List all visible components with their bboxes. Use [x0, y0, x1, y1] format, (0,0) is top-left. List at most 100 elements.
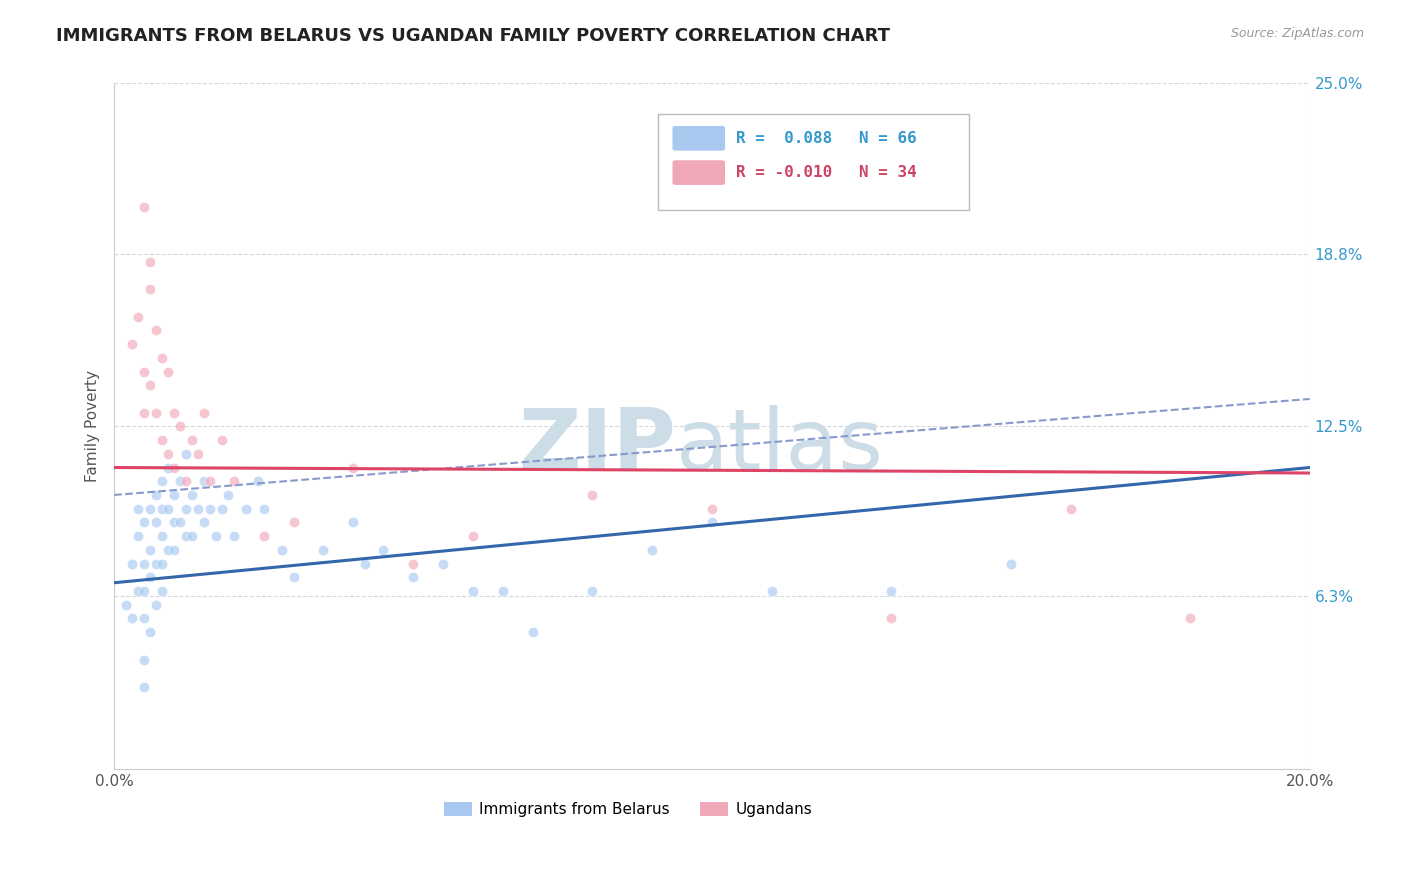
Point	[121, 611, 143, 625]
Point	[132, 200, 155, 214]
Point	[156, 501, 179, 516]
Point	[127, 310, 149, 324]
Legend: Immigrants from Belarus, Ugandans: Immigrants from Belarus, Ugandans	[439, 796, 818, 823]
Point	[132, 611, 155, 625]
Point	[461, 529, 484, 543]
Point	[342, 516, 364, 530]
Point	[150, 584, 173, 599]
Point	[145, 557, 167, 571]
Point	[132, 516, 155, 530]
Point	[198, 475, 221, 489]
Point	[150, 529, 173, 543]
Text: N = 34: N = 34	[859, 165, 917, 180]
FancyBboxPatch shape	[672, 126, 725, 151]
Point	[222, 529, 245, 543]
Point	[156, 447, 179, 461]
Point	[139, 570, 162, 584]
Point	[132, 652, 155, 666]
Point	[211, 433, 233, 447]
Point	[235, 501, 257, 516]
Point	[211, 501, 233, 516]
Text: ZIP: ZIP	[519, 406, 676, 489]
Point	[174, 501, 197, 516]
Point	[283, 516, 305, 530]
Point	[139, 282, 162, 296]
Point	[132, 584, 155, 599]
Point	[163, 406, 186, 420]
Point	[156, 542, 179, 557]
Point	[312, 542, 335, 557]
Point	[342, 460, 364, 475]
Point	[880, 611, 903, 625]
Point	[402, 570, 425, 584]
Point	[700, 501, 723, 516]
Point	[373, 542, 395, 557]
Point	[127, 584, 149, 599]
Point	[150, 557, 173, 571]
Point	[163, 516, 186, 530]
Point	[156, 460, 179, 475]
Text: atlas: atlas	[676, 406, 884, 489]
Point	[139, 542, 162, 557]
Point	[700, 516, 723, 530]
Point	[180, 529, 202, 543]
Point	[1178, 611, 1201, 625]
Point	[169, 516, 191, 530]
Point	[641, 542, 664, 557]
Point	[145, 516, 167, 530]
Point	[150, 351, 173, 365]
Point	[204, 529, 226, 543]
Point	[252, 529, 274, 543]
FancyBboxPatch shape	[658, 114, 969, 211]
Point	[461, 584, 484, 599]
Point	[402, 557, 425, 571]
Point	[163, 460, 186, 475]
Point	[145, 406, 167, 420]
Point	[193, 475, 215, 489]
Point	[492, 584, 515, 599]
Point	[145, 598, 167, 612]
Point	[187, 447, 209, 461]
Point	[139, 625, 162, 640]
Point	[127, 529, 149, 543]
Point	[145, 323, 167, 337]
Point	[132, 557, 155, 571]
Text: N = 66: N = 66	[859, 131, 917, 145]
Point	[252, 501, 274, 516]
Point	[150, 475, 173, 489]
Point	[432, 557, 454, 571]
Point	[217, 488, 239, 502]
Y-axis label: Family Poverty: Family Poverty	[86, 370, 100, 483]
Point	[522, 625, 544, 640]
Point	[139, 501, 162, 516]
Text: R =  0.088: R = 0.088	[735, 131, 832, 145]
Point	[121, 337, 143, 351]
Point	[581, 488, 603, 502]
Point	[139, 254, 162, 268]
Point	[1000, 557, 1022, 571]
Point	[132, 680, 155, 694]
Point	[156, 364, 179, 378]
Point	[193, 516, 215, 530]
Point	[283, 570, 305, 584]
Point	[174, 475, 197, 489]
Point	[174, 447, 197, 461]
Point	[150, 433, 173, 447]
Point	[174, 529, 197, 543]
Point	[121, 557, 143, 571]
Point	[169, 419, 191, 434]
Point	[180, 488, 202, 502]
Point	[187, 501, 209, 516]
Point	[145, 488, 167, 502]
Point	[163, 488, 186, 502]
Point	[761, 584, 783, 599]
Point	[132, 364, 155, 378]
Point	[354, 557, 377, 571]
Point	[127, 501, 149, 516]
Point	[132, 406, 155, 420]
Point	[246, 475, 269, 489]
Point	[163, 542, 186, 557]
Point	[115, 598, 138, 612]
Point	[180, 433, 202, 447]
Point	[581, 584, 603, 599]
